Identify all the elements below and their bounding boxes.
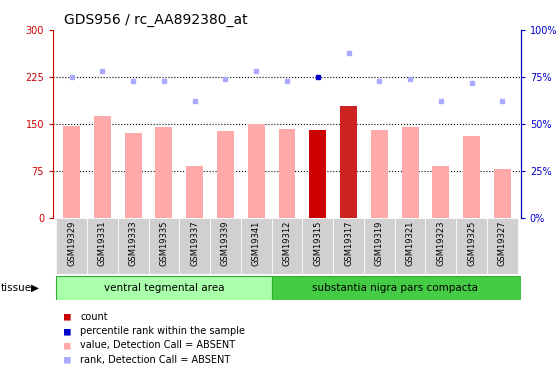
Text: count: count xyxy=(80,312,108,322)
Bar xyxy=(395,217,426,274)
Bar xyxy=(302,217,333,274)
Bar xyxy=(333,217,364,274)
Text: GSM19341: GSM19341 xyxy=(252,220,261,266)
Bar xyxy=(148,217,179,274)
Text: ventral tegmental area: ventral tegmental area xyxy=(104,283,224,293)
Text: GSM19319: GSM19319 xyxy=(375,220,384,266)
Text: GSM19312: GSM19312 xyxy=(282,220,292,266)
Bar xyxy=(248,124,265,218)
Bar xyxy=(456,217,487,274)
Bar xyxy=(210,217,241,274)
Bar xyxy=(94,116,111,218)
Bar xyxy=(426,217,456,274)
Text: ■: ■ xyxy=(64,355,71,364)
Bar xyxy=(494,170,511,217)
Text: ▶: ▶ xyxy=(31,283,39,293)
Text: GSM19327: GSM19327 xyxy=(498,220,507,266)
Text: GSM19325: GSM19325 xyxy=(467,220,476,266)
Text: GSM19321: GSM19321 xyxy=(405,220,414,266)
Text: GSM19331: GSM19331 xyxy=(98,220,107,266)
Text: GSM19329: GSM19329 xyxy=(67,220,76,266)
Text: substantia nigra pars compacta: substantia nigra pars compacta xyxy=(312,283,478,293)
Bar xyxy=(56,276,272,300)
Bar xyxy=(125,133,142,218)
Bar xyxy=(340,106,357,218)
Bar xyxy=(487,217,518,274)
Bar xyxy=(371,130,388,218)
Text: rank, Detection Call = ABSENT: rank, Detection Call = ABSENT xyxy=(80,355,230,364)
Text: value, Detection Call = ABSENT: value, Detection Call = ABSENT xyxy=(80,340,235,350)
Bar xyxy=(118,217,148,274)
Text: GDS956 / rc_AA892380_at: GDS956 / rc_AA892380_at xyxy=(64,13,248,27)
Bar xyxy=(463,136,480,218)
Text: GSM19339: GSM19339 xyxy=(221,220,230,266)
Bar xyxy=(156,127,172,218)
Bar xyxy=(241,217,272,274)
Bar xyxy=(309,130,326,218)
Text: GSM19315: GSM19315 xyxy=(313,220,322,266)
Text: tissue: tissue xyxy=(1,283,32,293)
Bar xyxy=(364,217,395,274)
Text: GSM19335: GSM19335 xyxy=(160,220,169,266)
Bar xyxy=(278,129,296,217)
Text: percentile rank within the sample: percentile rank within the sample xyxy=(80,326,245,336)
Bar xyxy=(217,131,234,218)
Bar xyxy=(432,166,449,218)
Bar xyxy=(87,217,118,274)
Bar xyxy=(272,276,521,300)
Text: ■: ■ xyxy=(64,312,71,322)
Bar xyxy=(179,217,210,274)
Text: GSM19337: GSM19337 xyxy=(190,220,199,266)
Text: ■: ■ xyxy=(64,326,71,336)
Bar xyxy=(402,127,418,218)
Bar xyxy=(63,126,80,218)
Text: GSM19333: GSM19333 xyxy=(129,220,138,266)
Bar xyxy=(272,217,302,274)
Bar xyxy=(56,217,87,274)
Text: GSM19317: GSM19317 xyxy=(344,220,353,266)
Text: GSM19323: GSM19323 xyxy=(436,220,445,266)
Bar xyxy=(186,166,203,218)
Text: ■: ■ xyxy=(64,340,71,350)
